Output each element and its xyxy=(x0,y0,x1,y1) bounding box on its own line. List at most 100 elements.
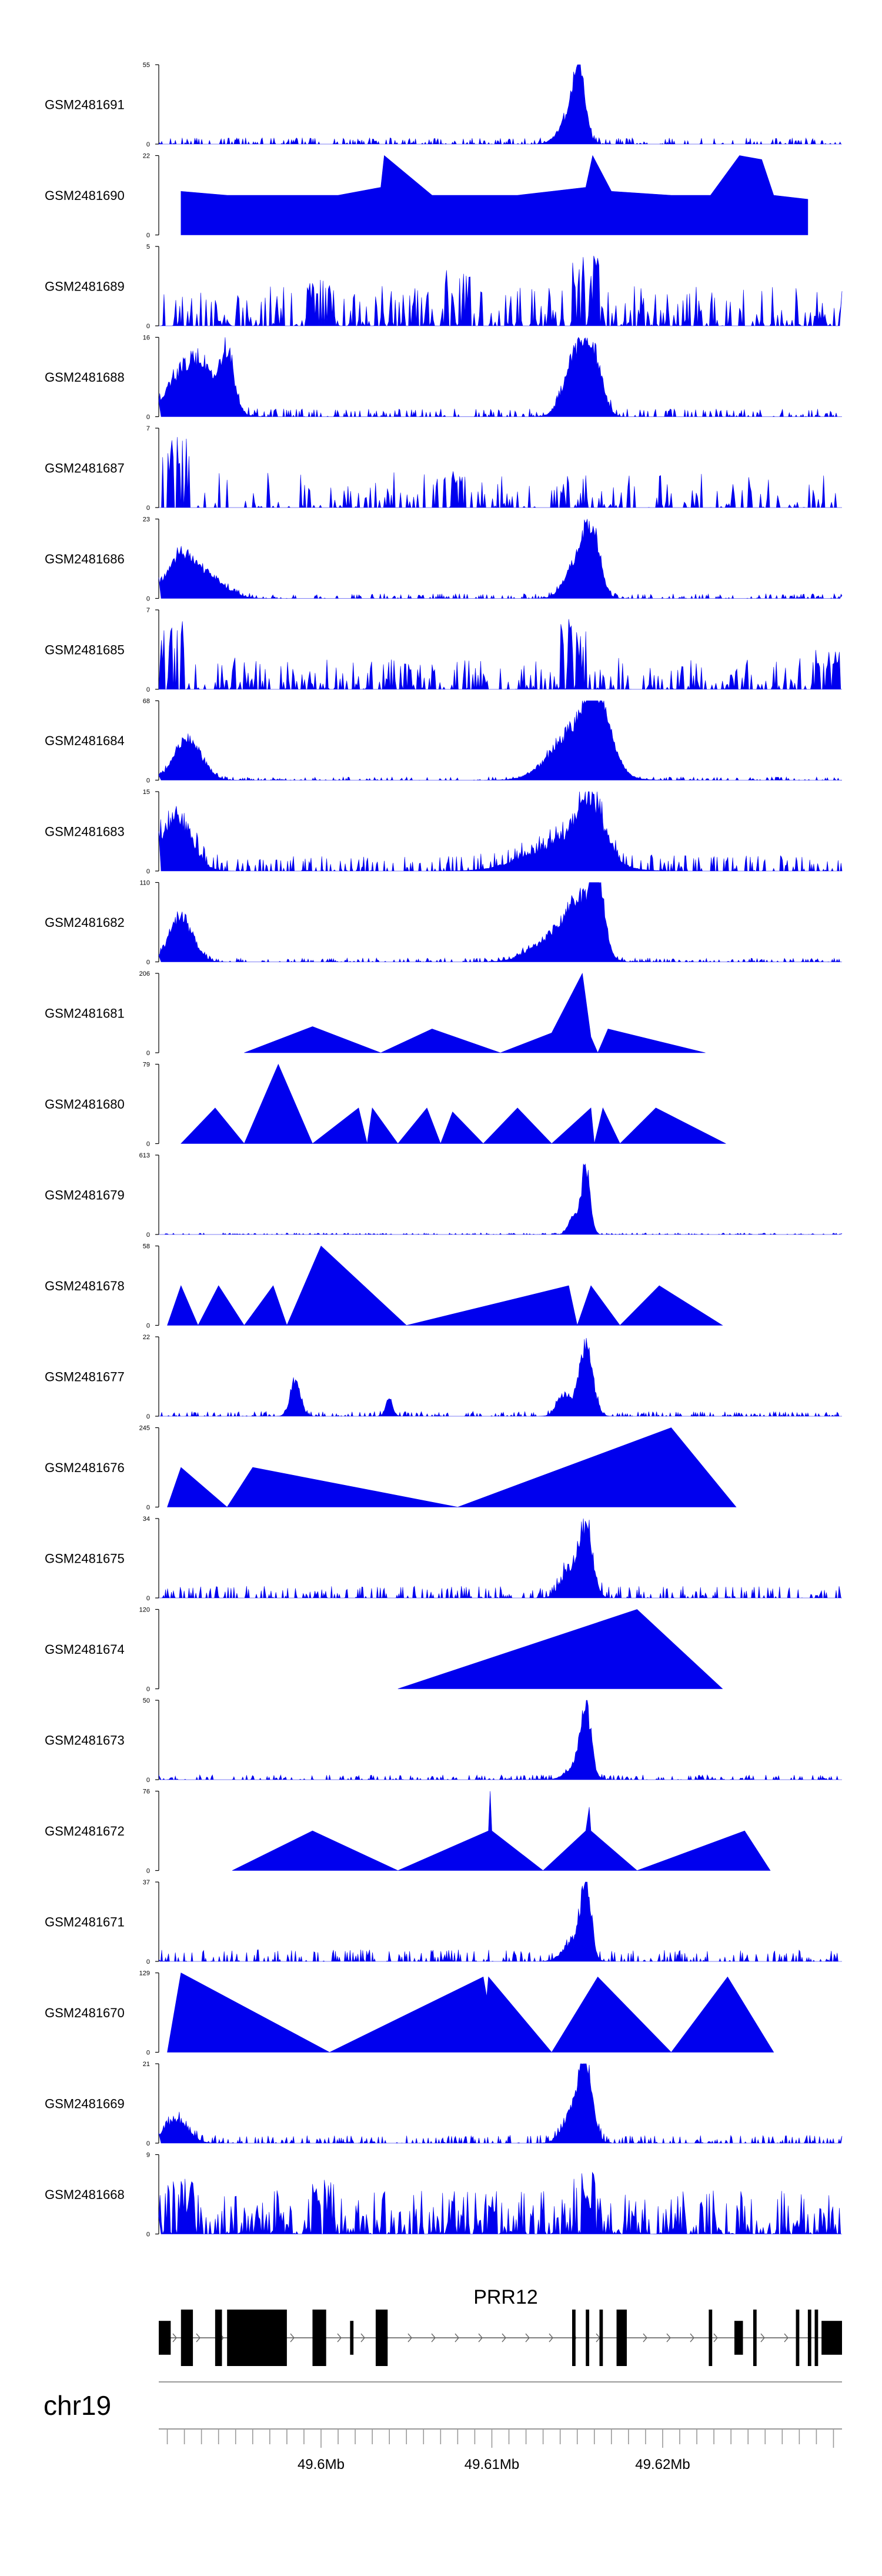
track-GSM2481682: GSM2481682 110 0 xyxy=(45,880,842,966)
track-ymax-label: 22 xyxy=(143,1334,150,1341)
exon-block xyxy=(159,2321,171,2355)
coverage-area xyxy=(181,155,808,235)
strand-arrow xyxy=(407,2333,412,2343)
coverage-area xyxy=(159,1163,843,1235)
axis-label: 49.6Mb xyxy=(298,2457,345,2472)
strand-arrow xyxy=(666,2333,671,2343)
exon-block xyxy=(599,2310,603,2366)
track-label: GSM2481686 xyxy=(45,552,125,566)
coverage-tracks: GSM2481691550GSM2481690220GSM248168950GS… xyxy=(45,62,843,2238)
track-GSM2481679: GSM2481679 613 0 xyxy=(45,1152,843,1239)
exon-block xyxy=(814,2310,818,2366)
track-ymin-label: 0 xyxy=(146,1958,150,1966)
coverage-area xyxy=(232,1791,771,1871)
exon-block xyxy=(807,2310,811,2366)
track-label: GSM2481679 xyxy=(45,1188,125,1203)
track-ymax-label: 37 xyxy=(143,1879,150,1886)
track-ymin-label: 0 xyxy=(146,1868,150,1875)
track-ymax-label: 23 xyxy=(143,516,150,523)
strand-arrow xyxy=(502,2333,506,2343)
track-ymin-label: 0 xyxy=(146,778,150,785)
coverage-area xyxy=(167,1973,774,2053)
track-ymin-label: 0 xyxy=(146,596,150,603)
track-GSM2481669: GSM2481669 21 0 xyxy=(45,2061,843,2147)
coverage-area xyxy=(158,2063,843,2144)
coverage-area xyxy=(158,1881,842,1963)
coverage-area xyxy=(159,1518,842,1599)
track-GSM2481685: GSM2481685 7 0 xyxy=(45,607,842,693)
track-ymin-label: 0 xyxy=(146,868,150,875)
exon-block xyxy=(350,2321,354,2355)
coverage-area xyxy=(159,255,843,327)
exon-block xyxy=(616,2310,627,2366)
track-label: GSM2481688 xyxy=(45,370,125,385)
exon-block xyxy=(796,2310,800,2366)
exon-block xyxy=(312,2310,326,2366)
strand-arrow xyxy=(337,2333,342,2343)
gene-exons xyxy=(159,2310,842,2366)
track-label: GSM2481670 xyxy=(45,2006,125,2020)
exon-block xyxy=(215,2310,222,2366)
track-label: GSM2481677 xyxy=(45,1370,125,1384)
coverage-area xyxy=(159,437,842,509)
track-label: GSM2481685 xyxy=(45,643,125,658)
axis-tick-labels: 49.6Mb 49.61Mb 49.62Mb xyxy=(298,2457,690,2472)
track-ymax-label: 613 xyxy=(139,1152,150,1159)
track-ymax-label: 79 xyxy=(143,1062,150,1069)
track-GSM2481688: GSM2481688 16 0 xyxy=(45,335,842,421)
strand-arrow xyxy=(690,2333,694,2343)
coverage-area xyxy=(158,2171,842,2235)
track-ymax-label: 21 xyxy=(143,2061,150,2068)
exon-block xyxy=(227,2310,287,2366)
track-ymax-label: 15 xyxy=(143,789,150,796)
track-ymax-label: 68 xyxy=(143,698,150,705)
gene-name-label: PRR12 xyxy=(473,2286,538,2308)
coverage-area xyxy=(158,882,842,963)
track-GSM2481674: GSM2481674 120 0 xyxy=(45,1607,723,1693)
coverage-area xyxy=(158,519,843,599)
track-ymax-label: 58 xyxy=(143,1243,150,1250)
track-GSM2481677: GSM2481677 22 0 xyxy=(45,1334,842,1420)
track-label: GSM2481671 xyxy=(45,1915,125,1930)
track-ymax-label: 5 xyxy=(146,243,150,251)
track-ymin-label: 0 xyxy=(146,1413,150,1420)
track-ymax-label: 7 xyxy=(146,607,150,614)
track-ymax-label: 55 xyxy=(143,62,150,69)
gene-model-track: PRR12 xyxy=(159,2286,842,2366)
track-ymin-label: 0 xyxy=(146,1777,150,1784)
track-ymax-label: 50 xyxy=(143,1697,150,1704)
exon-block xyxy=(821,2321,842,2355)
exon-block xyxy=(753,2310,757,2366)
track-ymax-label: 245 xyxy=(139,1425,150,1432)
track-GSM2481690: GSM2481690 22 0 xyxy=(45,153,808,239)
coverage-area xyxy=(159,1337,842,1417)
track-GSM2481670: GSM2481670 129 0 xyxy=(45,1970,774,2057)
coverage-area xyxy=(158,700,843,781)
track-GSM2481686: GSM2481686 23 0 xyxy=(45,516,843,603)
track-ymax-label: 206 xyxy=(139,970,150,977)
track-label: GSM2481668 xyxy=(45,2187,125,2202)
track-ymin-label: 0 xyxy=(146,505,150,512)
exon-block xyxy=(709,2310,713,2366)
strand-arrow xyxy=(549,2333,553,2343)
track-ymax-label: 7 xyxy=(146,425,150,432)
track-ymax-label: 9 xyxy=(146,2152,150,2159)
coverage-area xyxy=(158,336,842,418)
track-label: GSM2481689 xyxy=(45,279,125,294)
track-ymin-label: 0 xyxy=(146,1504,150,1511)
exon-block xyxy=(586,2310,590,2366)
track-label: GSM2481678 xyxy=(45,1279,125,1293)
track-ymin-label: 0 xyxy=(146,1323,150,1330)
coverage-area xyxy=(181,1063,726,1144)
track-label: GSM2481675 xyxy=(45,1551,125,1566)
track-label: GSM2481681 xyxy=(45,1006,125,1021)
strand-arrow xyxy=(478,2333,483,2343)
axis-label: 49.62Mb xyxy=(635,2457,690,2472)
coverage-area xyxy=(158,791,843,872)
coverage-area xyxy=(158,619,842,690)
track-label: GSM2481674 xyxy=(45,1642,125,1657)
track-ymax-label: 16 xyxy=(143,335,150,342)
track-ymax-label: 76 xyxy=(143,1788,150,1796)
chromosome-label: chr19 xyxy=(44,2390,111,2421)
strand-arrow xyxy=(643,2333,647,2343)
